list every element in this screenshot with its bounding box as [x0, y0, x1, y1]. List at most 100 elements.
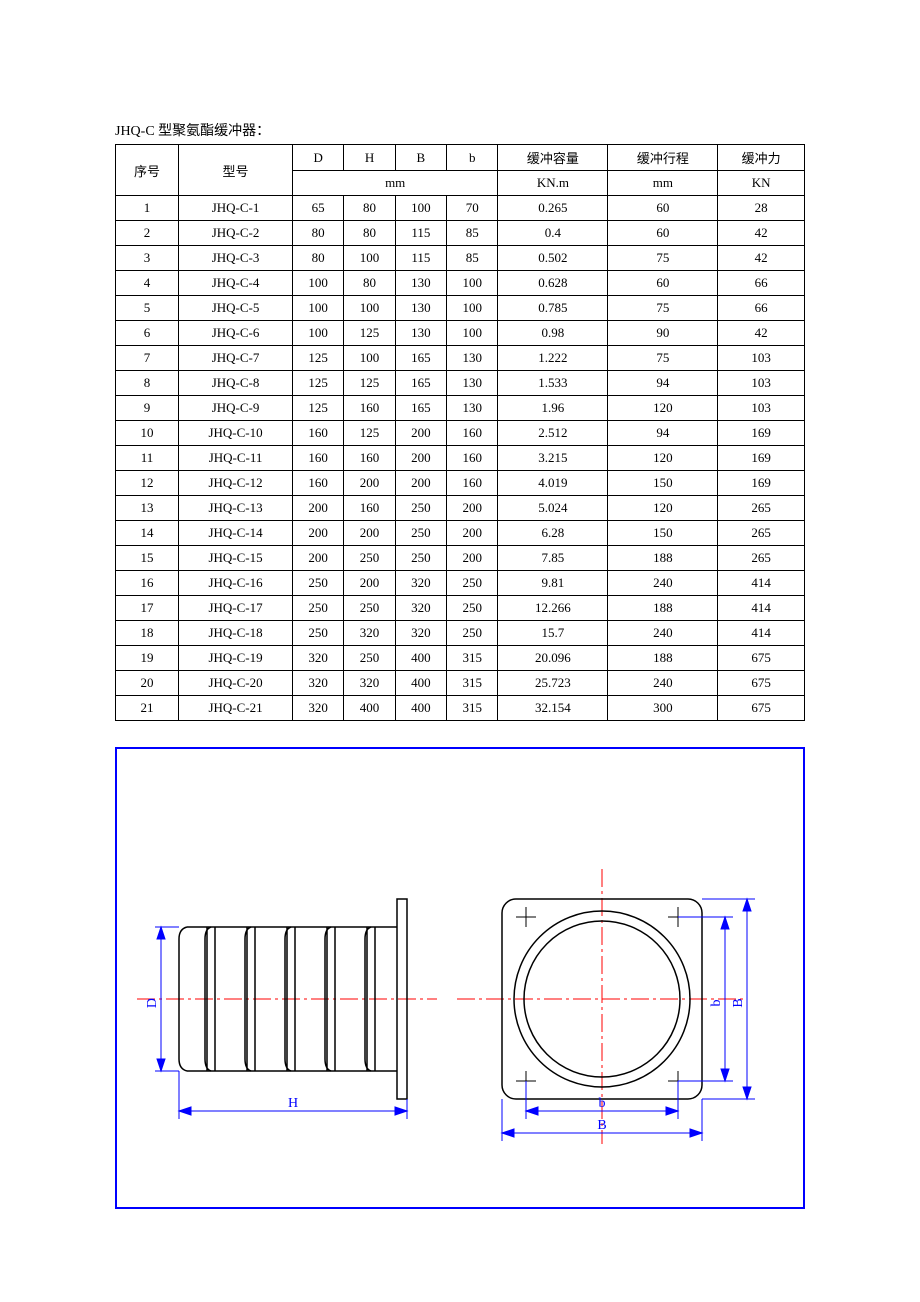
table-cell: 13: [116, 496, 179, 521]
table-cell: 300: [608, 696, 718, 721]
table-cell: 100: [447, 321, 498, 346]
table-row: 8JHQ-C-81251251651301.53394103: [116, 371, 805, 396]
table-cell: 160: [447, 471, 498, 496]
table-cell: 100: [447, 296, 498, 321]
col-b: b: [447, 145, 498, 171]
header-row-1: 序号 型号 D H B b 缓冲容量 缓冲行程 缓冲力: [116, 145, 805, 171]
table-cell: JHQ-C-12: [179, 471, 293, 496]
unit-knm: KN.m: [498, 171, 608, 196]
table-cell: 200: [344, 521, 395, 546]
table-cell: 125: [292, 396, 343, 421]
table-cell: 7.85: [498, 546, 608, 571]
table-cell: 169: [718, 421, 805, 446]
table-cell: JHQ-C-17: [179, 596, 293, 621]
table-cell: 130: [395, 296, 446, 321]
table-cell: 130: [395, 271, 446, 296]
table-cell: 169: [718, 471, 805, 496]
table-cell: 9: [116, 396, 179, 421]
table-cell: 80: [344, 196, 395, 221]
unit-mm2: mm: [608, 171, 718, 196]
table-cell: 66: [718, 296, 805, 321]
table-cell: JHQ-C-13: [179, 496, 293, 521]
table-cell: 1: [116, 196, 179, 221]
table-row: 3JHQ-C-380100115850.5027542: [116, 246, 805, 271]
label-b-h: b: [599, 1096, 606, 1111]
table-cell: 3: [116, 246, 179, 271]
table-row: 16JHQ-C-162502003202509.81240414: [116, 571, 805, 596]
table-cell: 100: [344, 246, 395, 271]
table-cell: 125: [344, 421, 395, 446]
table-cell: 2: [116, 221, 179, 246]
table-cell: JHQ-C-1: [179, 196, 293, 221]
table-row: 9JHQ-C-91251601651301.96120103: [116, 396, 805, 421]
label-b-v: b: [709, 1000, 724, 1007]
label-B-v: B: [731, 998, 746, 1007]
table-cell: 240: [608, 571, 718, 596]
table-cell: 315: [447, 696, 498, 721]
table-cell: JHQ-C-19: [179, 646, 293, 671]
table-cell: 94: [608, 421, 718, 446]
table-cell: 100: [344, 296, 395, 321]
table-row: 5JHQ-C-51001001301000.7857566: [116, 296, 805, 321]
table-cell: 3.215: [498, 446, 608, 471]
table-cell: 14: [116, 521, 179, 546]
table-cell: 250: [344, 546, 395, 571]
table-cell: 85: [447, 246, 498, 271]
table-cell: 188: [608, 546, 718, 571]
table-cell: JHQ-C-4: [179, 271, 293, 296]
table-cell: 0.628: [498, 271, 608, 296]
table-cell: 1.533: [498, 371, 608, 396]
table-cell: JHQ-C-3: [179, 246, 293, 271]
table-cell: 150: [608, 521, 718, 546]
table-cell: JHQ-C-8: [179, 371, 293, 396]
table-cell: 160: [292, 446, 343, 471]
table-row: 10JHQ-C-101601252001602.51294169: [116, 421, 805, 446]
table-cell: 100: [292, 321, 343, 346]
table-cell: 414: [718, 571, 805, 596]
table-cell: 320: [395, 621, 446, 646]
spec-table: 序号 型号 D H B b 缓冲容量 缓冲行程 缓冲力 mm KN.m mm K…: [115, 144, 805, 721]
table-cell: 200: [292, 496, 343, 521]
table-cell: 160: [292, 471, 343, 496]
table-cell: 100: [395, 196, 446, 221]
table-cell: 414: [718, 621, 805, 646]
table-cell: 0.265: [498, 196, 608, 221]
table-cell: 130: [447, 346, 498, 371]
table-cell: 0.4: [498, 221, 608, 246]
table-cell: 9.81: [498, 571, 608, 596]
table-row: 21JHQ-C-2132040040031532.154300675: [116, 696, 805, 721]
table-cell: 125: [344, 371, 395, 396]
table-cell: 21: [116, 696, 179, 721]
table-cell: 320: [292, 646, 343, 671]
table-cell: 90: [608, 321, 718, 346]
table-cell: 42: [718, 321, 805, 346]
table-cell: 130: [447, 371, 498, 396]
col-D: D: [292, 145, 343, 171]
table-cell: 66: [718, 271, 805, 296]
table-cell: JHQ-C-9: [179, 396, 293, 421]
table-cell: 414: [718, 596, 805, 621]
table-cell: JHQ-C-18: [179, 621, 293, 646]
table-cell: 115: [395, 246, 446, 271]
table-cell: 4.019: [498, 471, 608, 496]
table-cell: 42: [718, 221, 805, 246]
table-cell: 15.7: [498, 621, 608, 646]
table-cell: 7: [116, 346, 179, 371]
table-row: 13JHQ-C-132001602502005.024120265: [116, 496, 805, 521]
col-stroke: 缓冲行程: [608, 145, 718, 171]
technical-drawing: D H: [115, 747, 805, 1209]
table-row: 14JHQ-C-142002002502006.28150265: [116, 521, 805, 546]
table-row: 18JHQ-C-1825032032025015.7240414: [116, 621, 805, 646]
table-cell: 160: [344, 446, 395, 471]
table-row: 12JHQ-C-121602002001604.019150169: [116, 471, 805, 496]
table-cell: 188: [608, 596, 718, 621]
table-cell: 200: [447, 521, 498, 546]
table-cell: 200: [395, 421, 446, 446]
table-cell: 6.28: [498, 521, 608, 546]
table-cell: 94: [608, 371, 718, 396]
table-cell: 103: [718, 346, 805, 371]
table-cell: 320: [395, 571, 446, 596]
table-cell: 1.222: [498, 346, 608, 371]
table-cell: 320: [292, 696, 343, 721]
col-capacity: 缓冲容量: [498, 145, 608, 171]
